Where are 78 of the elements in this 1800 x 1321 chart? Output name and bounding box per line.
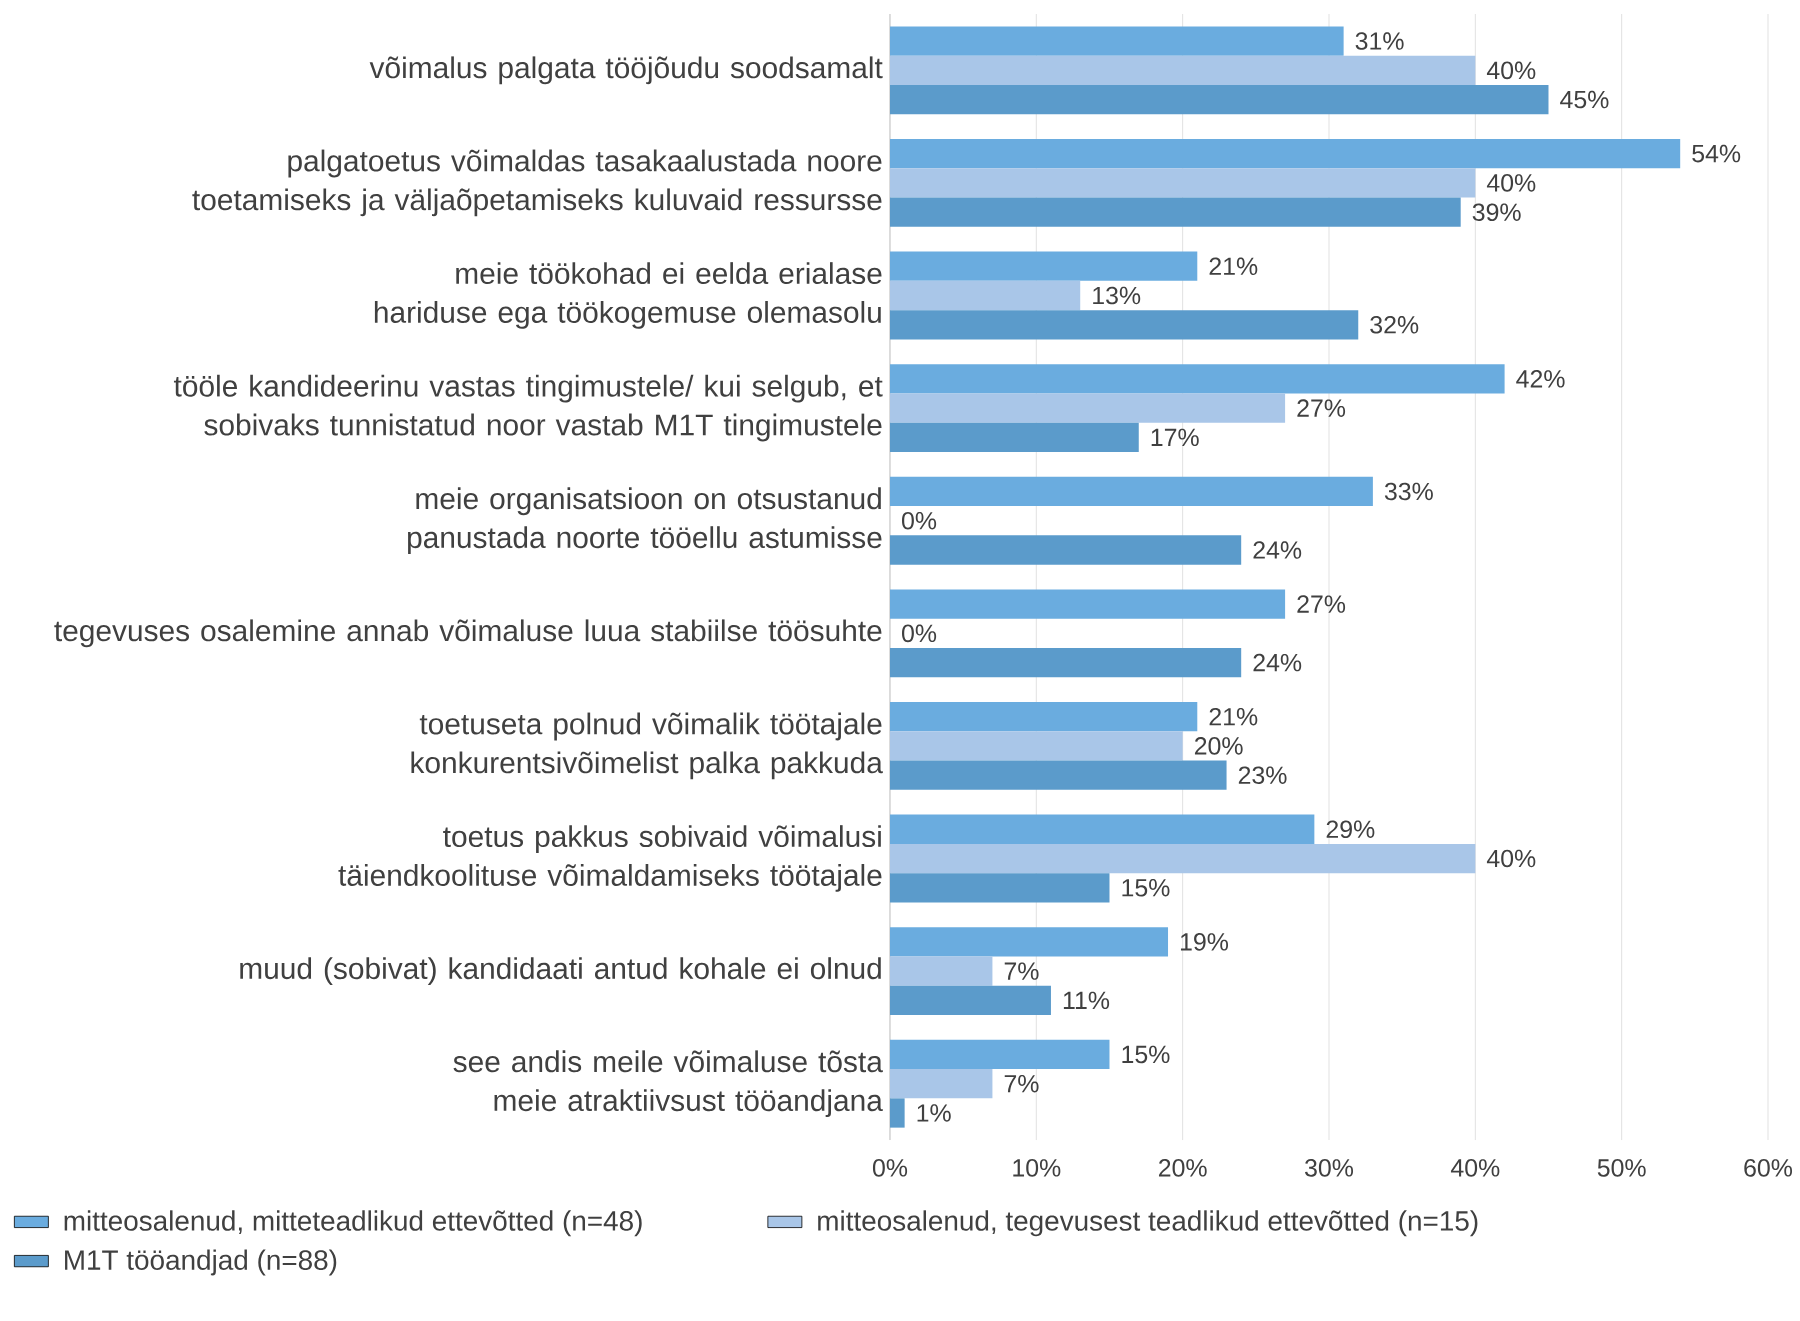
bar [889,280,1081,311]
bar [889,84,1549,115]
bar [889,873,1110,903]
data-label: 27% [1297,595,1346,613]
data-label: 7% [1004,1075,1039,1093]
data-label: 24% [1253,653,1302,672]
data-label: 39% [1472,203,1521,222]
bar [889,702,1198,732]
data-label: 17% [1151,428,1199,447]
data-label: 29% [1326,820,1375,839]
data-label: 19% [1180,933,1229,951]
y-tick-label: võimalus palgata tööjõudu soodsamalt [369,56,883,85]
y-tick-label: tööle kandideerinu vastas tingimustele/ kui selgub, et sobivaks tunnistatud noor vastab M1T tingimustele [173,374,883,442]
bar [889,985,1051,1016]
data-label: 1% [917,1104,951,1122]
y-tick-label: toetuseta polnud võimalik töötajale konkurentsivõimelist palka pakkuda [411,712,883,780]
data-label: 40% [1486,174,1536,192]
x-tick-label: 0% [872,1159,908,1177]
data-label: 27% [1297,399,1346,417]
data-label: 21% [1209,707,1258,726]
data-label: 45% [1560,90,1609,109]
x-tick-label: 20% [1158,1159,1207,1177]
bar [889,927,1169,957]
bar [889,310,1359,340]
bar [889,647,1242,678]
x-tick-label: 30% [1305,1159,1354,1177]
bar [889,422,1139,453]
data-label: 40% [1486,61,1536,80]
bar [889,197,1461,227]
bar [889,814,1315,844]
y-tick-label: palgatoetus võimaldas tasakaalustada noore toetamiseks ja väljaõpetamiseks kuluvaid ressursse [192,149,882,217]
data-label: 21% [1209,257,1258,276]
bar [889,760,1227,790]
y-tick-label: see andis meile võimaluse tõsta meie atraktiivsust tööandjana [453,1050,883,1118]
data-label: 11% [1063,991,1110,1010]
y-tick-label: meie töökohad ei eelda erialase hariduse ega töökogemuse olemasolu [374,262,882,329]
y-tick-label: tegevuses osalemine annab võimaluse luua stabiilse töösuhte [54,619,882,648]
bar [889,589,1286,619]
legend-label: mitteosalenud, tegevusest teadlikud ettevõtted (n=15) [818,1210,1478,1237]
data-label: 13% [1093,286,1141,305]
y-tick-label: toetus pakkus sobivaid võimalusi täiendkoolituse võimaldamiseks töötajale [338,825,882,892]
x-tick-label: 40% [1450,1159,1500,1177]
y-tick-label: meie organisatsioon on otsustanud panustada noorte tööellu astumisse [408,487,882,555]
x-tick-label: 60% [1744,1159,1793,1177]
legend-label: mitteosalenud, mitteteadlikud ettevõtted (n=48) [64,1210,642,1237]
data-label: 42% [1516,370,1565,388]
legend-label: M1T tööandjad (n=88) [65,1249,337,1276]
data-label: 32% [1370,315,1419,334]
bar [889,393,1286,423]
bar [889,138,1681,169]
data-label: 31% [1355,32,1404,50]
data-label: 20% [1194,737,1243,755]
data-label: 40% [1486,849,1536,868]
bar [889,1069,993,1099]
bar [889,168,1476,198]
bar [889,476,1373,507]
data-label: 0% [902,624,937,643]
data-label: 23% [1238,766,1287,785]
bar [889,956,993,986]
bar [889,843,1476,874]
data-label: 54% [1692,144,1741,163]
y-tick-label: muud (sobivat) kandidaati antud kohale ei olnud [240,957,881,986]
data-label: 15% [1122,879,1170,897]
bar [889,55,1476,85]
bar [889,26,1344,56]
data-label: 24% [1253,541,1302,559]
data-label: 33% [1384,482,1433,501]
bar [889,1098,905,1128]
data-label: 15% [1122,1045,1170,1064]
x-tick-label: 10% [1013,1159,1061,1177]
data-label: 0% [902,511,937,530]
bar [889,251,1198,281]
x-tick-label: 50% [1597,1159,1646,1177]
bar [889,535,1242,565]
bar [889,364,1505,394]
bar [889,1039,1110,1070]
bar [889,731,1183,761]
data-label: 7% [1004,962,1039,980]
